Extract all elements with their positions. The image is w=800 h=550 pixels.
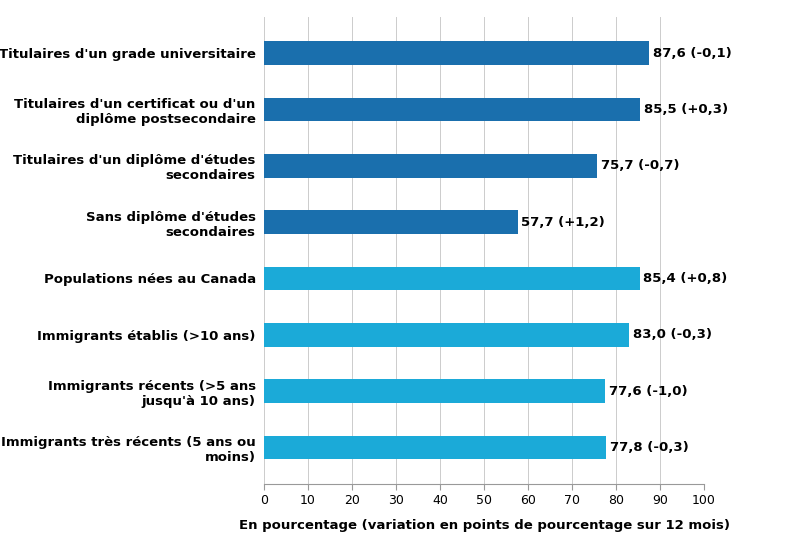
- Text: 85,5 (+0,3): 85,5 (+0,3): [644, 103, 728, 116]
- Bar: [264, 41, 650, 65]
- Text: 83,0 (-0,3): 83,0 (-0,3): [633, 328, 712, 341]
- Bar: [264, 267, 640, 290]
- Bar: [264, 323, 630, 346]
- Text: 75,7 (-0,7): 75,7 (-0,7): [601, 160, 679, 172]
- Text: 77,8 (-0,3): 77,8 (-0,3): [610, 441, 689, 454]
- Text: 87,6 (-0,1): 87,6 (-0,1): [653, 47, 732, 59]
- Text: 85,4 (+0,8): 85,4 (+0,8): [643, 272, 727, 285]
- Bar: [264, 436, 606, 459]
- X-axis label: En pourcentage (variation en points de pourcentage sur 12 mois): En pourcentage (variation en points de p…: [238, 519, 730, 531]
- Bar: [264, 210, 518, 234]
- Bar: [264, 379, 606, 403]
- Bar: [264, 154, 597, 178]
- Text: 57,7 (+1,2): 57,7 (+1,2): [522, 216, 605, 229]
- Bar: [264, 97, 640, 121]
- Text: 77,6 (-1,0): 77,6 (-1,0): [609, 384, 687, 398]
